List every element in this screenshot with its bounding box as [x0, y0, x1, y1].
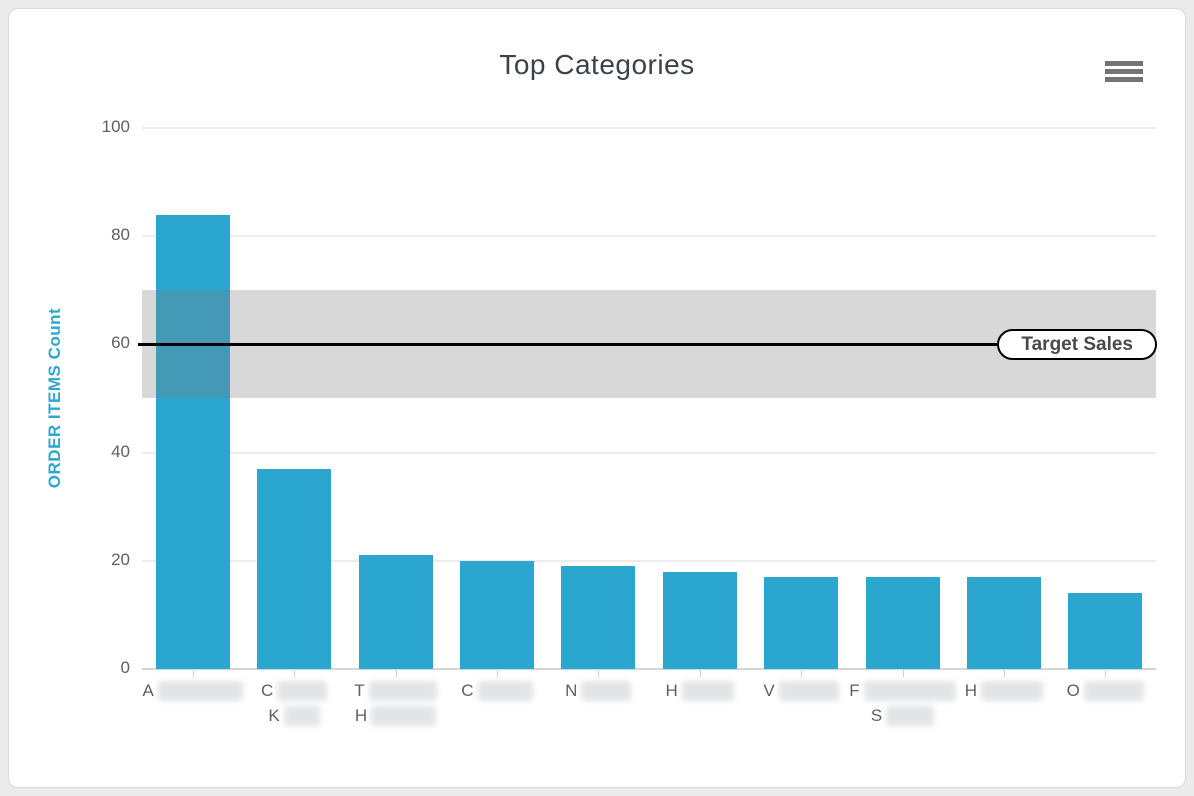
- x-label-redacted-blur: [371, 705, 437, 726]
- x-tick: [294, 670, 296, 677]
- bar[interactable]: [966, 577, 1041, 669]
- x-label-line: C: [260, 678, 328, 703]
- x-tick: [192, 670, 194, 677]
- target-label: Target Sales: [1021, 333, 1133, 355]
- x-label: A: [123, 678, 263, 703]
- x-label-redacted-blur: [283, 705, 320, 726]
- x-label-initial: F: [849, 680, 860, 700]
- x-tick: [1105, 670, 1107, 677]
- x-label-initial: H: [964, 680, 978, 700]
- x-label-line: V: [763, 678, 839, 703]
- bar[interactable]: [1068, 593, 1143, 669]
- x-label: O: [1035, 678, 1175, 703]
- bar[interactable]: [459, 560, 534, 669]
- x-tick: [801, 670, 803, 677]
- plot-area: 0 20 40 60 80 100 A C K T H C N H V F S H O: [9, 9, 1185, 787]
- y-tick-label: 20: [111, 549, 130, 569]
- x-label-initial: K: [268, 705, 280, 725]
- x-label-line: H: [666, 678, 734, 703]
- x-label-initial: H: [665, 680, 678, 700]
- x-tick: [598, 670, 600, 677]
- y-tick-label: 0: [120, 658, 130, 677]
- x-label-redacted-blur: [1083, 680, 1144, 701]
- bar[interactable]: [257, 468, 332, 669]
- bar[interactable]: [358, 555, 433, 669]
- y-tick-label: 40: [111, 441, 130, 461]
- x-label-initial: O: [1066, 680, 1080, 700]
- x-label-initial: A: [142, 680, 154, 700]
- x-label-redacted-blur: [681, 680, 734, 701]
- y-tick-label: 100: [101, 117, 130, 136]
- x-label: H: [630, 678, 770, 703]
- x-tick: [699, 670, 701, 677]
- x-label-line: F: [849, 678, 956, 703]
- chart-card: Top Categories ORDER ITEMS Count 0 20 40 60…: [8, 8, 1186, 788]
- chart-title: Top Categories: [499, 49, 695, 80]
- gridline: [142, 451, 1156, 454]
- x-label-redacted-blur: [368, 680, 437, 701]
- x-axis-line: [142, 668, 1156, 670]
- x-tick: [395, 670, 397, 677]
- x-label-line: H: [964, 678, 1044, 703]
- x-tick: [1003, 670, 1005, 677]
- x-label-initial: H: [354, 705, 368, 725]
- bar[interactable]: [662, 571, 737, 669]
- x-label-redacted-blur: [981, 680, 1044, 701]
- x-label-line: H: [354, 703, 437, 728]
- hamburger-icon: [1105, 61, 1143, 82]
- x-label-line: C: [461, 678, 533, 703]
- x-label-redacted-blur: [157, 680, 243, 701]
- y-tick-label: 60: [111, 333, 130, 353]
- x-label: N: [528, 678, 668, 703]
- x-tick: [902, 670, 904, 677]
- x-label: C: [427, 678, 567, 703]
- x-label-line: K: [268, 703, 320, 728]
- x-label-line: N: [565, 678, 632, 703]
- chart-menu-button[interactable]: [1105, 61, 1143, 83]
- x-label-initial: S: [870, 705, 883, 725]
- x-label-redacted-blur: [886, 705, 935, 726]
- bar[interactable]: [561, 566, 636, 669]
- x-label-initial: C: [260, 680, 274, 700]
- x-label-redacted-blur: [477, 680, 533, 701]
- target-line: [138, 342, 1156, 346]
- bar[interactable]: [865, 577, 940, 669]
- gridline: [142, 559, 1156, 562]
- y-tick-label: 80: [111, 225, 130, 245]
- x-label-line: S: [870, 703, 935, 728]
- gridline: [142, 127, 1156, 129]
- x-label-redacted-blur: [277, 680, 328, 701]
- x-label-redacted-blur: [581, 680, 632, 701]
- gridline: [142, 235, 1156, 238]
- target-label-pill: Target Sales: [997, 329, 1157, 360]
- x-label-line: A: [143, 678, 243, 703]
- x-label-line: O: [1067, 678, 1144, 703]
- x-label: V: [731, 678, 871, 703]
- x-label-redacted-blur: [863, 680, 956, 701]
- x-label-initial: C: [461, 680, 474, 700]
- x-label: H: [934, 678, 1074, 703]
- bar[interactable]: [155, 214, 230, 669]
- x-label-initial: V: [763, 680, 775, 700]
- x-label-initial: N: [565, 680, 578, 700]
- x-tick: [496, 670, 498, 677]
- x-label-redacted-blur: [778, 680, 839, 701]
- x-label-initial: T: [354, 680, 365, 700]
- x-label-line: T: [354, 678, 437, 703]
- bar[interactable]: [764, 577, 839, 669]
